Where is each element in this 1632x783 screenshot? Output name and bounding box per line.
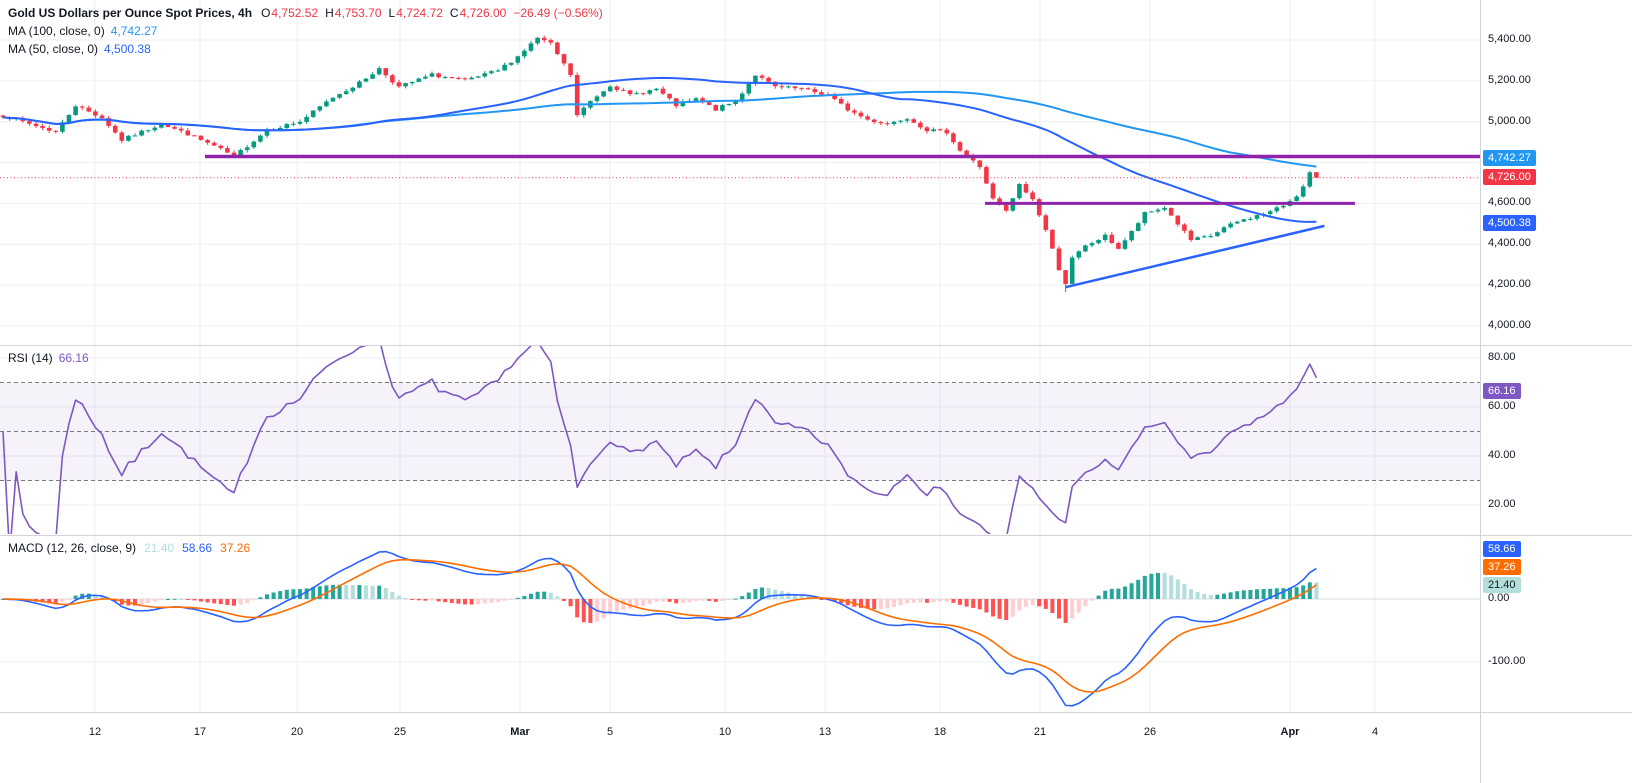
low-value: 4,724.72 bbox=[396, 6, 443, 20]
rsi-label: RSI (14) bbox=[8, 351, 53, 365]
price-axis[interactable] bbox=[1480, 0, 1632, 712]
change-value: −26.49 (−0.56%) bbox=[513, 6, 603, 20]
ma100-value: 4,742.27 bbox=[110, 24, 158, 38]
close-value: 4,726.00 bbox=[459, 6, 507, 20]
close-key: C bbox=[449, 6, 459, 20]
rsi-pane-legend[interactable]: RSI (14) 66.16 bbox=[8, 349, 89, 367]
macd-line-value: 58.66 bbox=[182, 541, 213, 555]
macd-label: MACD (12, 26, close, 9) bbox=[8, 541, 137, 555]
open-value: 4,752.52 bbox=[271, 6, 319, 20]
high-key: H bbox=[325, 6, 334, 20]
main-pane-legend: Gold US Dollars per Ounce Spot Prices, 4… bbox=[8, 4, 603, 58]
rsi-value: 66.16 bbox=[58, 351, 89, 365]
ma100-legend-row[interactable]: MA (100, close, 0) 4,742.27 bbox=[8, 22, 603, 40]
ma50-legend-row[interactable]: MA (50, close, 0) 4,500.38 bbox=[8, 40, 603, 58]
ma50-value: 4,500.38 bbox=[104, 42, 151, 56]
high-value: 4,753.70 bbox=[334, 6, 382, 20]
symbol-title: Gold US Dollars per Ounce Spot Prices, 4… bbox=[8, 6, 253, 20]
macd-pane-legend[interactable]: MACD (12, 26, close, 9) 21.40 58.66 37.26 bbox=[8, 539, 250, 557]
open-key: O bbox=[261, 6, 271, 20]
macd-signal-value: 37.26 bbox=[220, 541, 251, 555]
symbol-legend-row[interactable]: Gold US Dollars per Ounce Spot Prices, 4… bbox=[8, 4, 603, 22]
time-axis[interactable] bbox=[0, 713, 1632, 783]
ma50-label: MA (50, close, 0) bbox=[8, 42, 99, 56]
macd-hist-value: 21.40 bbox=[144, 541, 175, 555]
ma100-label: MA (100, close, 0) bbox=[8, 24, 105, 38]
low-key: L bbox=[388, 6, 396, 20]
